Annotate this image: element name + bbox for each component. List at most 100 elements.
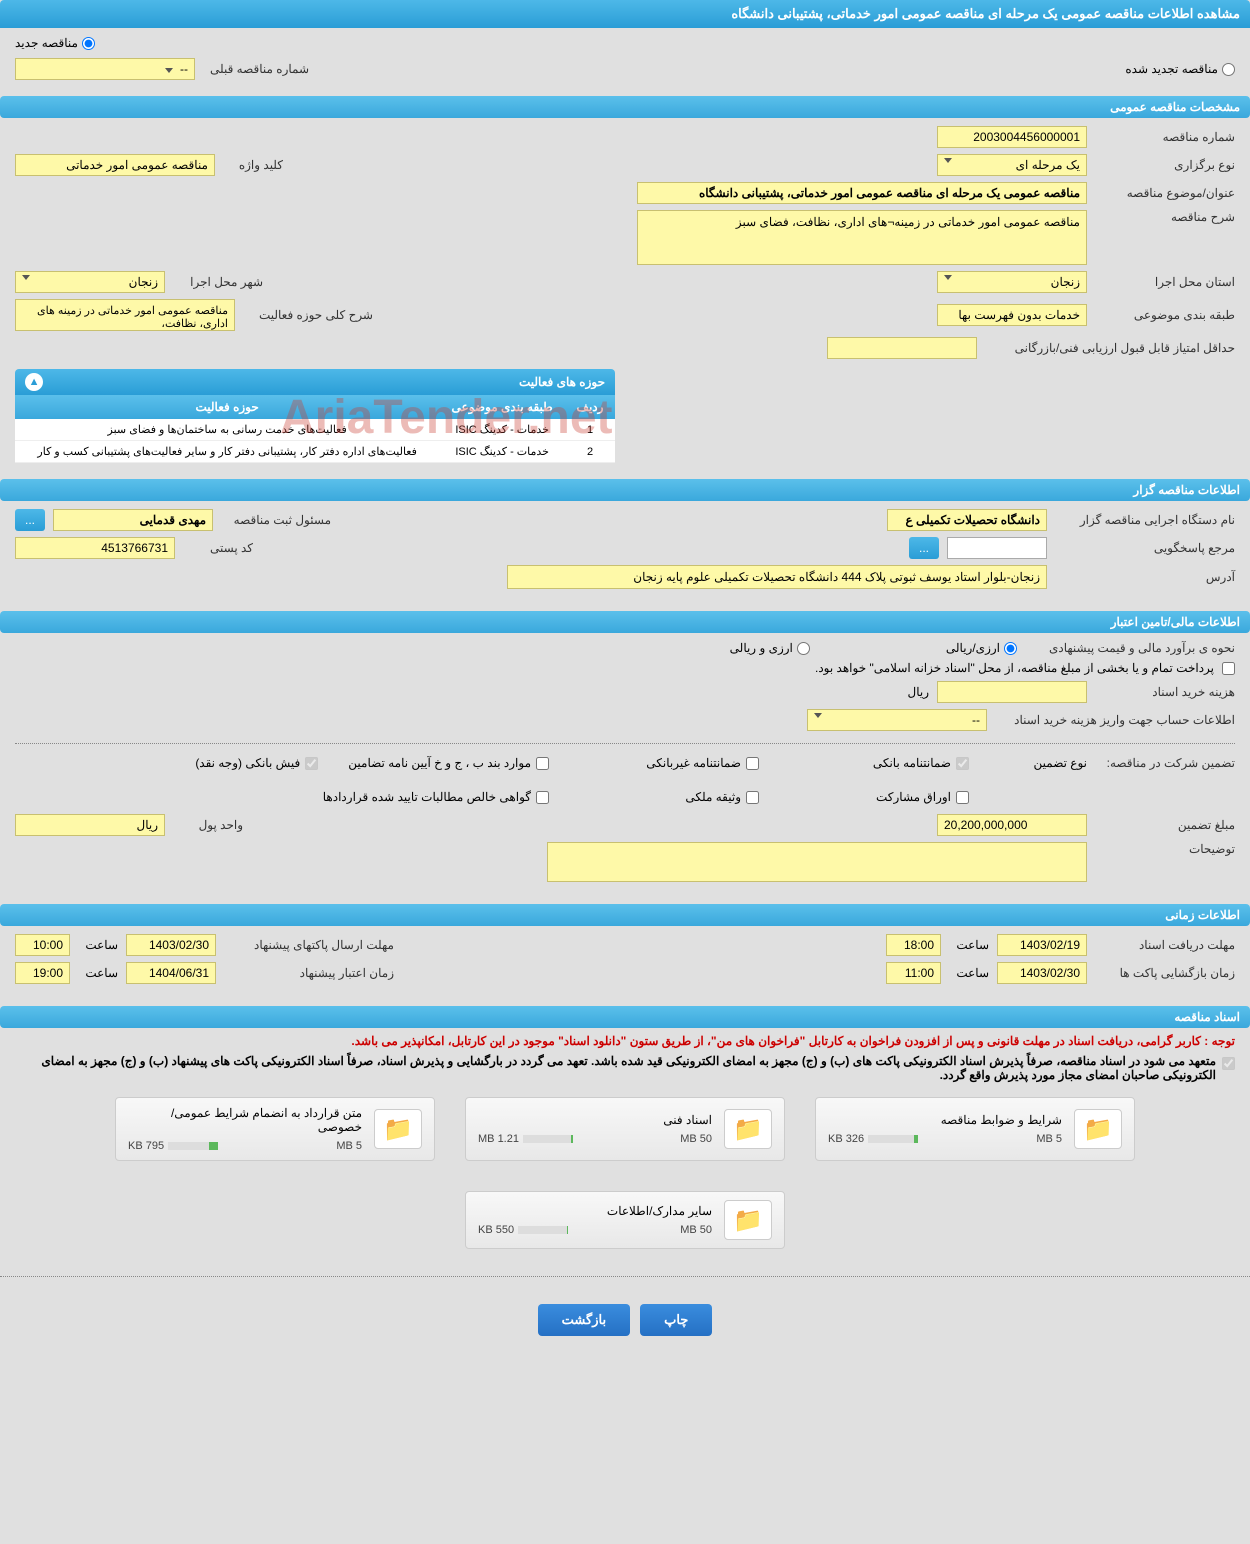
folder-icon: 📁 xyxy=(374,1109,422,1149)
cb-items-bpj[interactable] xyxy=(536,757,549,770)
envelope-deadline-label: مهلت ارسال پاکتهای پیشنهاد xyxy=(224,938,394,952)
notice-red: توجه : کاربر گرامی، دریافت اسناد در مهلت… xyxy=(0,1028,1250,1054)
doc-card[interactable]: 📁 متن قرارداد به انضمام شرایط عمومی/خصوص… xyxy=(115,1097,435,1161)
city-select[interactable]: زنجان xyxy=(15,271,165,293)
envelope-deadline-date: 1403/02/30 xyxy=(126,934,216,956)
address-label: آدرس xyxy=(1055,570,1235,584)
guarantee-amount-field: 20,200,000,000 xyxy=(937,814,1087,836)
reply-ref-more-button[interactable]: ... xyxy=(909,537,939,559)
responsible-field: مهدی قدمایی xyxy=(53,509,213,531)
folder-icon: 📁 xyxy=(1074,1109,1122,1149)
doc-title: شرایط و ضوابط مناقصه xyxy=(828,1113,1062,1127)
prev-number-select[interactable]: -- xyxy=(15,58,195,80)
notes-label: توضیحات xyxy=(1095,842,1235,856)
cb-participation[interactable] xyxy=(956,791,969,804)
time-label-2: ساعت xyxy=(78,938,118,952)
cb-property-label: وثیقه ملکی xyxy=(685,790,741,804)
doc-cost-label: هزینه خرید اسناد xyxy=(1095,685,1235,699)
keyword-field: مناقصه عمومی امور خدماتی xyxy=(15,154,215,176)
guarantee-type-label: نوع تضمین xyxy=(997,756,1087,770)
table-row: 2خدمات - کدینگ ISICفعالیت‌های اداره دفتر… xyxy=(15,441,615,463)
cb-nonbank-label: ضمانتنامه غیربانکی xyxy=(646,756,741,770)
city-label: شهر محل اجرا xyxy=(173,275,263,289)
doc-deadline-date: 1403/02/19 xyxy=(997,934,1087,956)
opening-time: 11:00 xyxy=(886,962,941,984)
reply-ref-field[interactable] xyxy=(947,537,1047,559)
doc-card[interactable]: 📁 اسناد فنی 50 MB 1.21 MB xyxy=(465,1097,785,1161)
payment-note-checkbox[interactable] xyxy=(1222,662,1235,675)
commitment-checkbox[interactable] xyxy=(1222,1057,1235,1070)
divider-bottom xyxy=(0,1276,1250,1277)
doc-title: سایر مدارک/اطلاعات xyxy=(478,1204,712,1218)
agency-label: نام دستگاه اجرایی مناقصه گزار xyxy=(1055,513,1235,527)
cb-bank-receipt-label: فیش بانکی (وجه نقد) xyxy=(195,756,300,770)
money-unit-label: واحد پول xyxy=(173,818,243,832)
cb-property[interactable] xyxy=(746,791,759,804)
folder-icon: 📁 xyxy=(724,1109,772,1149)
doc-max: 50 MB xyxy=(680,1224,712,1236)
tender-number-label: شماره مناقصه xyxy=(1095,130,1235,144)
doc-cost-field xyxy=(937,681,1087,703)
collapse-icon[interactable]: ▲ xyxy=(25,373,43,391)
classification-field: خدمات بدون فهرست بها xyxy=(937,304,1087,326)
account-info-select[interactable]: -- xyxy=(807,709,987,731)
cb-net-claims[interactable] xyxy=(536,791,549,804)
guarantee-amount-label: مبلغ تضمین xyxy=(1095,818,1235,832)
scope-desc-label: شرح کلی حوزه فعالیت xyxy=(243,308,373,322)
postal-field: 4513766731 xyxy=(15,537,175,559)
time-label-3: ساعت xyxy=(949,966,989,980)
back-button[interactable]: بازگشت xyxy=(538,1304,630,1336)
money-unit-field: ریال xyxy=(15,814,165,836)
doc-card[interactable]: 📁 سایر مدارک/اطلاعات 50 MB 550 KB xyxy=(465,1191,785,1249)
radio-rial[interactable] xyxy=(1004,642,1017,655)
cb-nonbank[interactable] xyxy=(746,757,759,770)
doc-max: 50 MB xyxy=(680,1133,712,1145)
agency-field: دانشگاه تحصیلات تکمیلی ع xyxy=(887,509,1047,531)
col-scope: حوزه فعالیت xyxy=(15,395,439,419)
province-select[interactable]: زنجان xyxy=(937,271,1087,293)
radio-new-tender[interactable] xyxy=(82,37,95,50)
address-field: زنجان-بلوار استاد یوسف ثبوتی پلاک 444 دا… xyxy=(507,565,1047,589)
subject-field: مناقصه عمومی یک مرحله ای مناقصه عمومی ام… xyxy=(637,182,1087,204)
cb-bank-guarantee[interactable] xyxy=(956,757,969,770)
col-row: ردیف xyxy=(565,395,615,419)
page-title: مشاهده اطلاعات مناقصه عمومی یک مرحله ای … xyxy=(0,0,1250,28)
description-field: مناقصه عمومی امور خدماتی در زمینه¬های اد… xyxy=(637,210,1087,265)
doc-deadline-time: 18:00 xyxy=(886,934,941,956)
cb-net-claims-label: گواهی خالص مطالبات تایید شده قراردادها xyxy=(323,790,531,804)
reply-ref-label: مرجع پاسخگویی xyxy=(1055,541,1235,555)
radio-both[interactable] xyxy=(797,642,810,655)
doc-used: 550 KB xyxy=(478,1224,514,1236)
radio-renewed-tender-label: مناقصه تجدید شده xyxy=(1125,62,1218,76)
description-label: شرح مناقصه xyxy=(1095,210,1235,224)
scope-desc-field: مناقصه عمومی امور خدماتی در زمینه های اد… xyxy=(15,299,235,331)
cb-participation-label: اوراق مشارکت xyxy=(876,790,951,804)
documents-grid: 📁 شرایط و ضوابط مناقصه 5 MB 326 KB 📁 اسن… xyxy=(0,1082,1250,1264)
prev-number-label: شماره مناقصه قبلی xyxy=(210,62,309,76)
doc-title: اسناد فنی xyxy=(478,1113,712,1127)
guarantee-checkbox-grid: ضمانتنامه بانکی ضمانتنامه غیربانکی موارد… xyxy=(15,756,969,804)
radio-renewed-tender[interactable] xyxy=(1222,63,1235,76)
chevron-down-icon xyxy=(165,68,173,73)
chevron-down-icon xyxy=(944,275,952,280)
responsible-more-button[interactable]: ... xyxy=(15,509,45,531)
doc-card[interactable]: 📁 شرایط و ضوابط مناقصه 5 MB 326 KB xyxy=(815,1097,1135,1161)
folder-icon: 📁 xyxy=(724,1200,772,1240)
envelope-deadline-time: 10:00 xyxy=(15,934,70,956)
tender-number-field: 2003004456000001 xyxy=(937,126,1087,148)
footer-buttons: چاپ بازگشت xyxy=(0,1289,1250,1351)
print-button[interactable]: چاپ xyxy=(640,1304,712,1336)
chevron-down-icon xyxy=(814,713,822,718)
holding-type-select[interactable]: یک مرحله ای xyxy=(937,154,1087,176)
province-label: استان محل اجرا xyxy=(1095,275,1235,289)
doc-deadline-label: مهلت دریافت اسناد xyxy=(1095,938,1235,952)
estimate-label: نحوه ی برآورد مالی و قیمت پیشنهادی xyxy=(1025,641,1235,655)
time-label-1: ساعت xyxy=(949,938,989,952)
cb-bank-guarantee-label: ضمانتنامه بانکی xyxy=(873,756,951,770)
cb-bank-receipt[interactable] xyxy=(305,757,318,770)
section-timing-header: اطلاعات زمانی xyxy=(0,904,1250,926)
chevron-down-icon xyxy=(22,275,30,280)
holding-type-label: نوع برگزاری xyxy=(1095,158,1235,172)
activities-panel: حوزه های فعالیت ▲ ردیف طبقه بندی موضوعی … xyxy=(15,369,615,463)
notes-field xyxy=(547,842,1087,882)
